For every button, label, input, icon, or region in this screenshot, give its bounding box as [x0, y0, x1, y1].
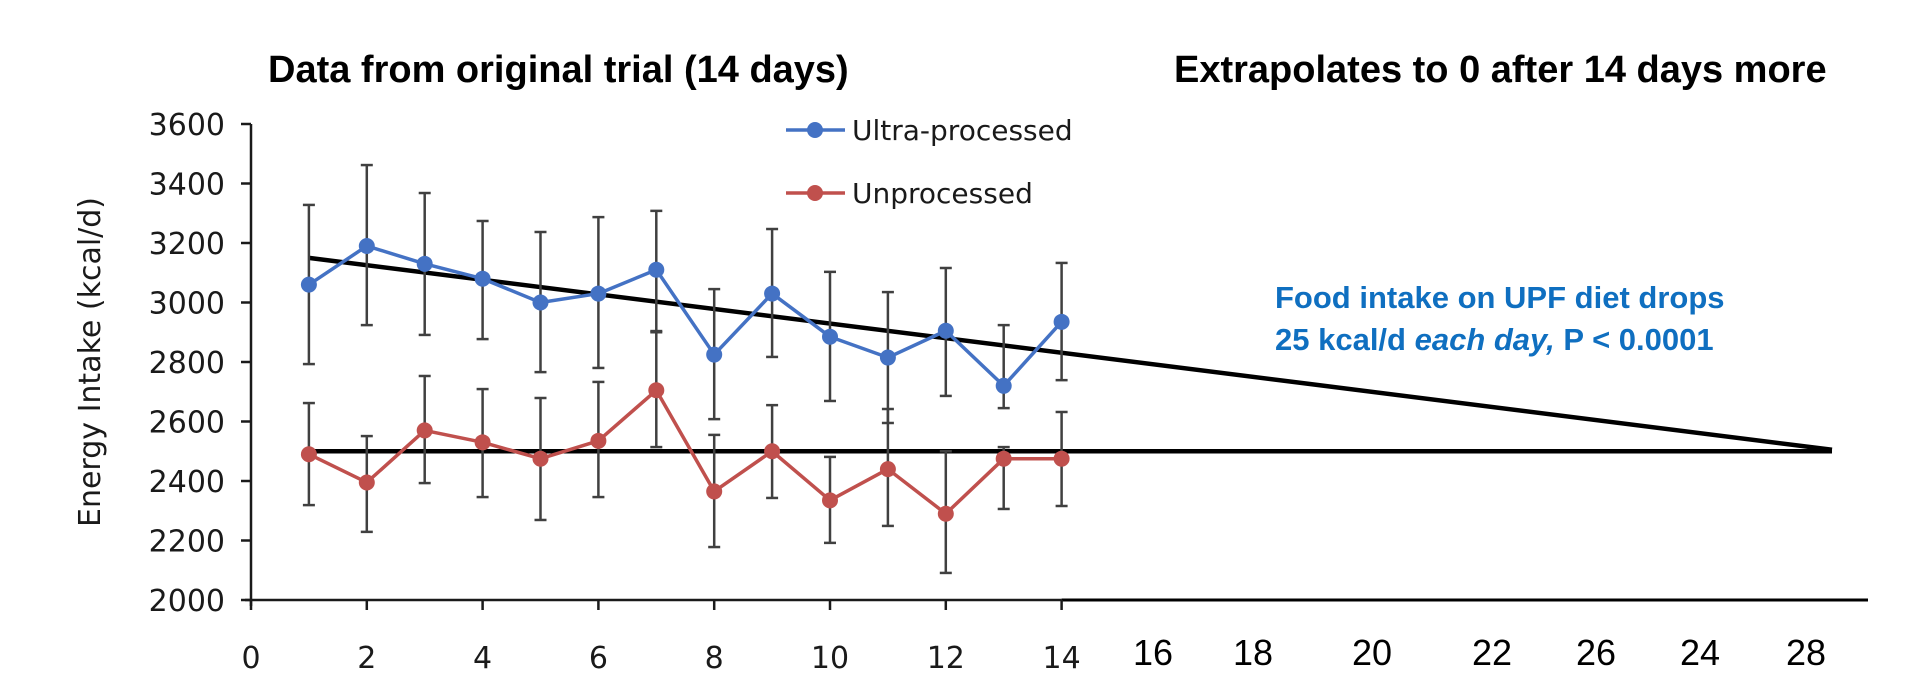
unprocessed-point	[1053, 450, 1070, 467]
trend-line	[308, 255, 1833, 452]
right-title: Extrapolates to 0 after 14 days more	[1174, 49, 1827, 91]
unprocessed-point	[995, 450, 1012, 467]
unprocessed-point	[648, 382, 665, 399]
legend-label-ultra-processed: Ultra-processed	[852, 114, 1073, 147]
y-axis-label: Energy Intake (kcal/d)	[73, 197, 108, 527]
unprocessed-point	[879, 461, 896, 478]
annotation-suffix: P < 0.0001	[1555, 322, 1714, 357]
x-tick-label: 6	[589, 641, 608, 676]
unprocessed-point	[706, 483, 723, 500]
unprocessed-point	[532, 450, 549, 467]
ultra-processed-point	[416, 255, 433, 272]
unprocessed-point	[358, 474, 375, 491]
y-tick-label: 3200	[149, 227, 225, 262]
unprocessed-point	[937, 505, 954, 522]
ultra-processed-point	[995, 377, 1012, 394]
series-lines	[300, 237, 1070, 522]
ultra-processed-point	[358, 237, 375, 254]
x-tick-label: 12	[927, 641, 965, 676]
ultra-processed-point	[648, 261, 665, 278]
y-tick-label: 3600	[149, 108, 225, 143]
annotation-prefix: 25 kcal/d	[1275, 322, 1415, 357]
ultra-processed-point	[474, 270, 491, 287]
ultra-processed-point	[532, 294, 549, 311]
x-tick-label-extension: 18	[1233, 632, 1273, 673]
ultra-processed-point	[879, 349, 896, 366]
annotation-line-2: 25 kcal/d each day, P < 0.0001	[1275, 322, 1714, 357]
ultra-processed-point	[822, 328, 838, 345]
ultra-processed-point	[937, 322, 954, 339]
legend-label-unprocessed: Unprocessed	[852, 177, 1033, 210]
ultra-processed-point	[590, 285, 607, 302]
unprocessed-point	[300, 446, 317, 463]
x-tick-label: 14	[1043, 641, 1081, 676]
y-tick-label: 2200	[149, 525, 225, 560]
unprocessed-point	[474, 434, 491, 451]
y-tick-label: 2400	[149, 465, 225, 500]
x-tick-label-extension: 16	[1133, 632, 1173, 673]
unprocessed-point	[764, 443, 781, 460]
x-tick-label: 4	[473, 641, 492, 676]
ultra-processed-point	[706, 346, 723, 363]
annotation-italic: each day,	[1415, 322, 1555, 357]
annotation-line-1: Food intake on UPF diet drops	[1275, 280, 1725, 315]
unprocessed-point	[590, 432, 607, 449]
y-tick-label: 3000	[149, 287, 225, 322]
legend-marker-unprocessed	[807, 185, 823, 201]
x-tick-label-extension: 26	[1576, 632, 1616, 673]
x-tick-label-extension: 24	[1680, 632, 1720, 673]
y-tick-label: 2800	[149, 346, 225, 381]
x-tick-label-extension: 22	[1472, 632, 1512, 673]
x-tick-label: 2	[357, 641, 376, 676]
y-tick-label: 2600	[149, 406, 225, 441]
ultra-processed-line	[307, 244, 1063, 388]
x-tick-label: 10	[811, 641, 849, 676]
legend-marker-ultra-processed	[807, 122, 823, 138]
y-tick-label: 3400	[149, 168, 225, 203]
unprocessed-point	[416, 422, 433, 439]
legend: Ultra-processed Unprocessed	[786, 114, 1073, 210]
y-tick-label: 2000	[149, 584, 225, 619]
x-tick-label: 0	[241, 641, 260, 676]
ultra-processed-point	[764, 285, 781, 302]
x-tick-label-extension: 28	[1786, 632, 1826, 673]
x-tick-label: 8	[705, 641, 724, 676]
unprocessed-point	[822, 492, 838, 509]
unprocessed-line	[308, 388, 1062, 516]
x-tick-label-extension: 20	[1352, 632, 1392, 673]
ultra-processed-point	[1053, 313, 1070, 330]
ultra-processed-point	[300, 276, 317, 293]
left-title: Data from original trial (14 days)	[268, 49, 849, 91]
